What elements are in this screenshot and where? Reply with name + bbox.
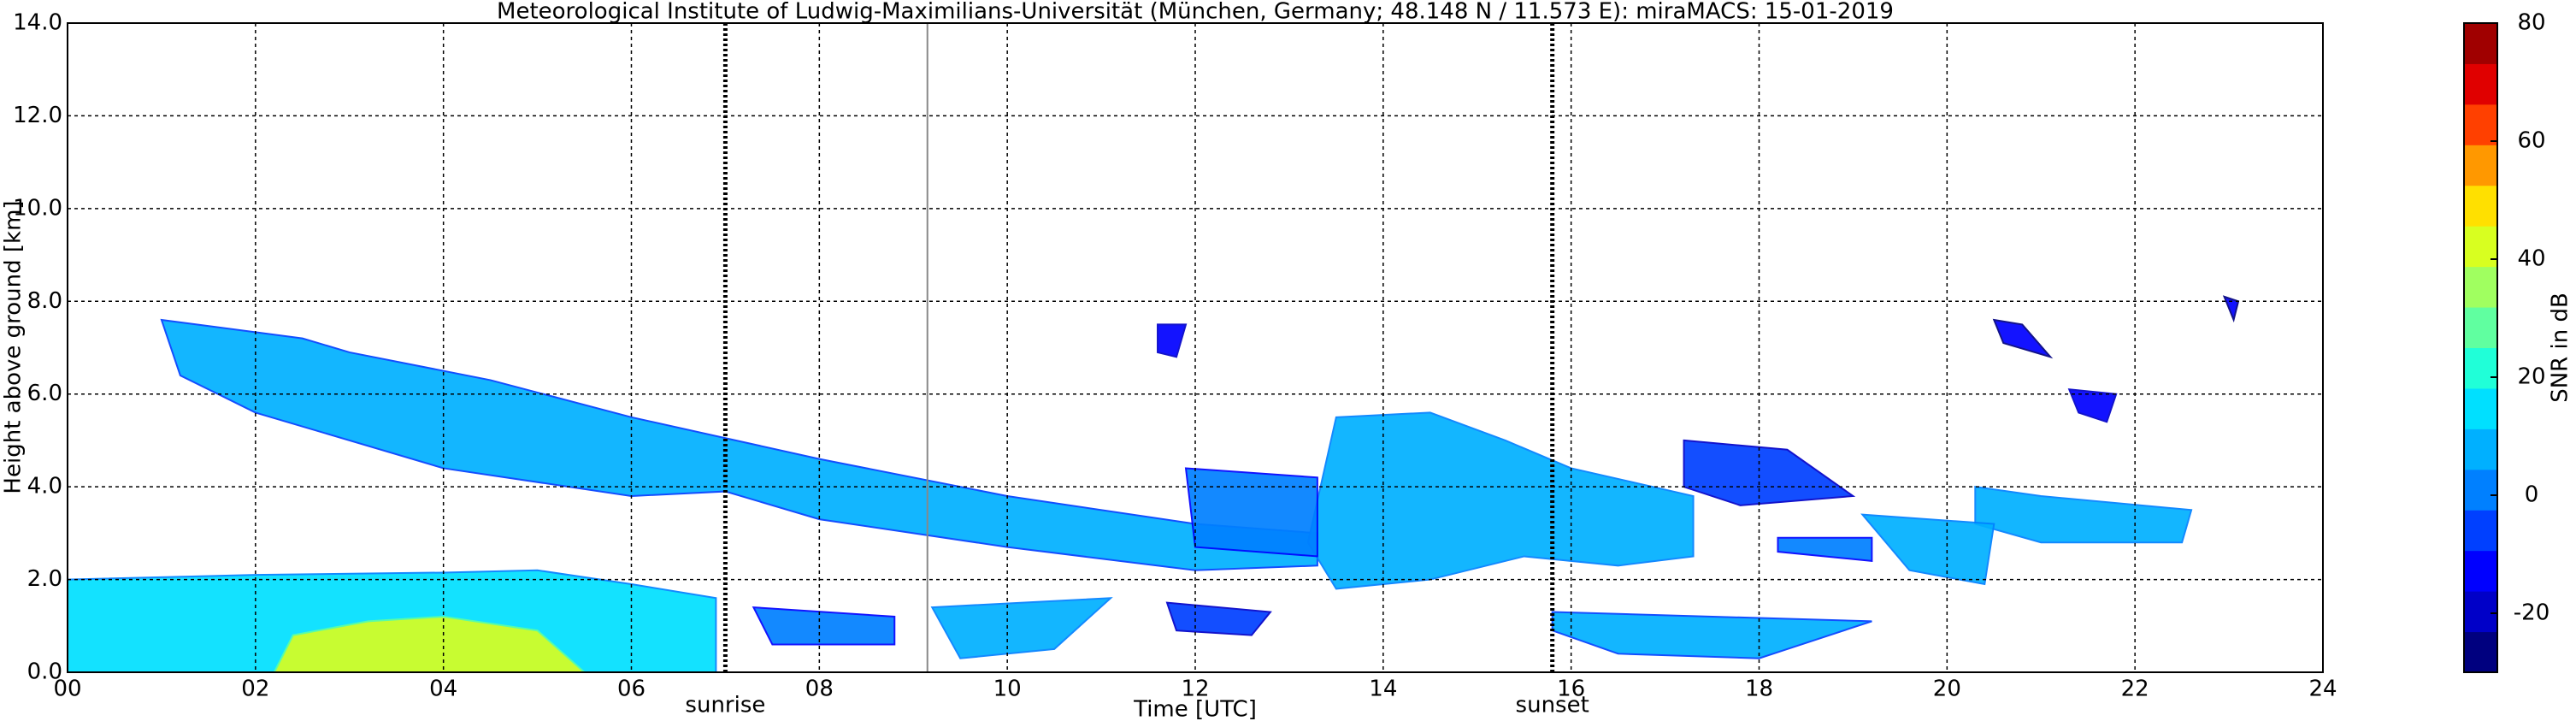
x-tick-label: 14	[1369, 677, 1397, 702]
echo-region	[752, 606, 896, 646]
colorbar-tick-label: 20	[2517, 364, 2545, 390]
echo-region	[1551, 611, 1872, 659]
echo-region	[1165, 601, 1272, 636]
echo-region	[2222, 295, 2240, 323]
x-tick-label: 18	[1745, 677, 1773, 702]
colorbar-frame	[2463, 22, 2498, 673]
y-axis-label: Height above ground [km]	[1, 200, 27, 494]
x-tick-label: 08	[805, 677, 834, 702]
x-tick-label: 06	[617, 677, 645, 702]
echo-region	[1683, 439, 1856, 506]
marker-label: sunset	[1516, 693, 1589, 718]
colorbar-step	[2464, 63, 2497, 105]
plot-frame	[67, 22, 2324, 673]
x-tick-label: 20	[1933, 677, 1961, 702]
x-tick-label: 04	[429, 677, 457, 702]
y-tick-label: 4.0	[27, 474, 62, 499]
colorbar-step	[2464, 23, 2497, 64]
x-tick-label: 16	[1557, 677, 1585, 702]
colorbar-label: SNR in dB	[2548, 293, 2573, 403]
x-tick-label: 12	[1181, 677, 1209, 702]
colorbar-step	[2464, 510, 2497, 552]
y-tick-label: 14.0	[13, 10, 62, 36]
colorbar-step	[2464, 307, 2497, 348]
colorbar-step	[2464, 387, 2497, 429]
marker-label: sunrise	[685, 693, 765, 718]
colorbar-step	[2464, 347, 2497, 389]
colorbar-step	[2464, 185, 2497, 227]
echo-region	[1860, 513, 1995, 586]
y-tick-label: 10.0	[13, 195, 62, 221]
echo-region	[1157, 323, 1188, 358]
echo-region	[1184, 467, 1318, 558]
echo-region	[930, 597, 1113, 659]
colorbar-tick-label: 0	[2525, 482, 2539, 508]
x-tick-label: 22	[2121, 677, 2149, 702]
echo-region	[1777, 536, 1873, 562]
chart-title: Meteorological Institute of Ludwig-Maxim…	[497, 0, 1894, 25]
colorbar-tick-label: -20	[2514, 600, 2549, 626]
x-tick-label: 02	[241, 677, 269, 702]
colorbar-tick-label: 60	[2517, 128, 2545, 154]
colorbar-step	[2464, 226, 2497, 268]
x-tick-label: 24	[2308, 677, 2337, 702]
colorbar-step	[2464, 550, 2497, 592]
y-tick-label: 2.0	[27, 566, 62, 592]
colorbar-step	[2464, 266, 2497, 308]
y-tick-label: 6.0	[27, 381, 62, 406]
colorbar-tick-label: 80	[2517, 10, 2545, 36]
colorbar-step	[2464, 429, 2497, 470]
echo-region	[2067, 388, 2118, 423]
x-axis-label: Time [UTC]	[1133, 697, 1257, 723]
x-tick-label: 00	[53, 677, 81, 702]
echo-region	[1992, 318, 2054, 359]
x-tick-label: 10	[993, 677, 1022, 702]
colorbar-step	[2464, 631, 2497, 673]
colorbar-step	[2464, 145, 2497, 186]
echo-region	[1306, 411, 1695, 590]
colorbar-tick-label: 40	[2517, 246, 2545, 272]
y-tick-label: 8.0	[27, 288, 62, 314]
colorbar-step	[2464, 469, 2497, 511]
y-tick-label: 0.0	[27, 659, 62, 685]
echo-region	[160, 318, 1318, 571]
colorbar-step	[2464, 591, 2497, 633]
colorbar-step	[2464, 103, 2497, 145]
echo-region	[1974, 485, 2193, 544]
y-tick-label: 12.0	[13, 103, 62, 128]
